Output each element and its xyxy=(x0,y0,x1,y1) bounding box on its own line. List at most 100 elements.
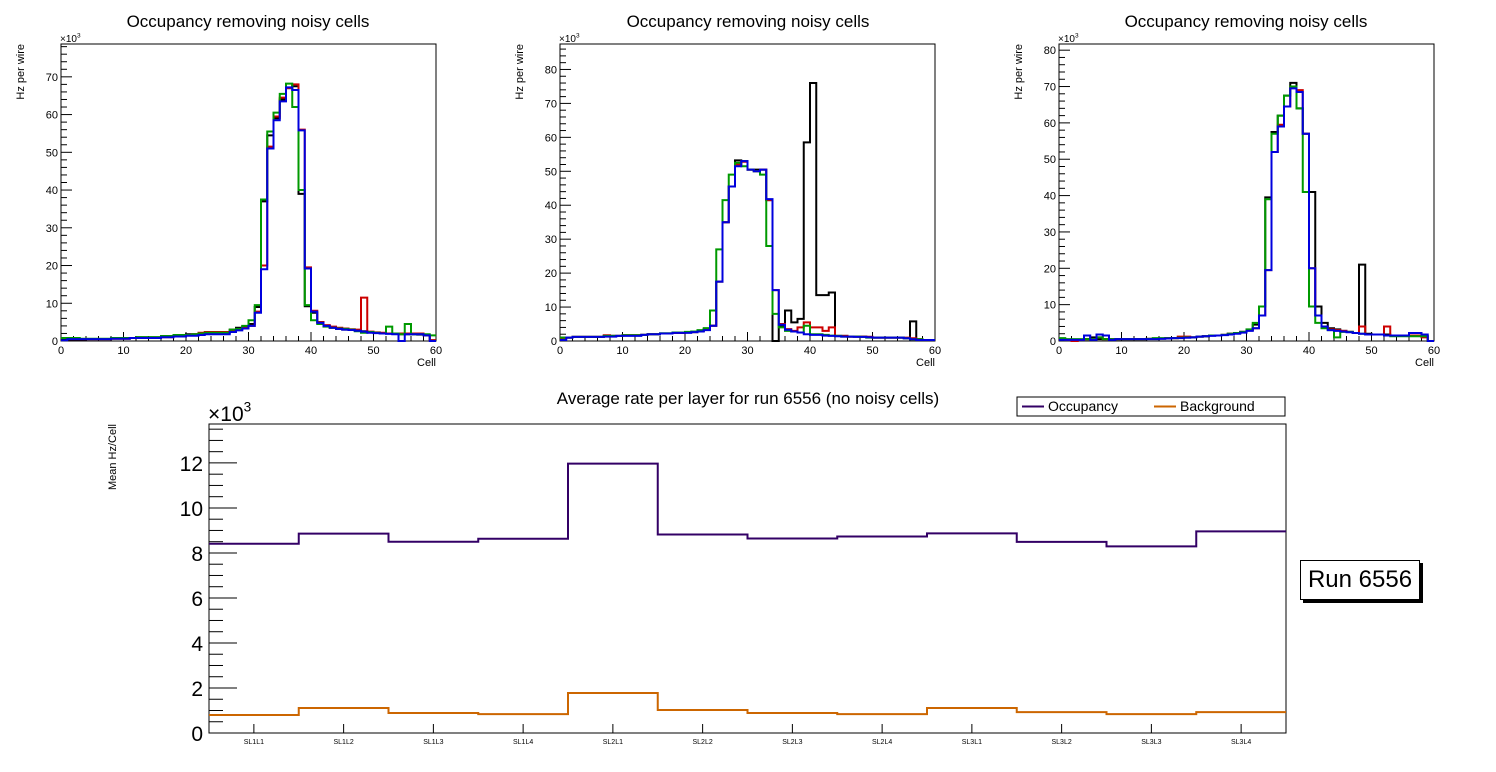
y-multiplier-label: ×103 xyxy=(559,33,580,46)
series-black xyxy=(1059,81,1434,342)
chart-title: Occupancy removing noisy cells xyxy=(627,12,870,31)
x-tick-label: SL3L2 xyxy=(1052,739,1072,746)
y-tick-label: 0 xyxy=(191,723,203,746)
y-multiplier-label: ×103 xyxy=(208,400,251,426)
x-tick-label: SL1L1 xyxy=(244,739,264,746)
y-tick-label: 20 xyxy=(1044,263,1056,275)
x-tick-label: 10 xyxy=(117,345,129,357)
y-tick-label: 60 xyxy=(545,132,557,144)
x-axis-label: Cell xyxy=(916,357,935,369)
series-occupancy xyxy=(209,462,1286,548)
x-tick-label: 30 xyxy=(741,345,753,357)
y-tick-label: 40 xyxy=(46,185,58,197)
x-tick-label: 50 xyxy=(367,345,379,357)
y-tick-label: 30 xyxy=(1044,227,1056,239)
x-tick-label: SL2L3 xyxy=(782,739,802,746)
x-tick-label: 0 xyxy=(58,345,64,357)
chart-title: Occupancy removing noisy cells xyxy=(127,12,370,31)
y-tick-label: 50 xyxy=(1044,154,1056,166)
histogram-chart-2: Occupancy removing noisy cells 0 10 20 30 40 5… xyxy=(514,12,941,369)
y-multiplier-label: ×103 xyxy=(1058,33,1079,46)
y-tick-label: 10 xyxy=(46,298,58,310)
x-tick-label: 20 xyxy=(1178,345,1190,357)
x-tick-label: 40 xyxy=(1303,345,1315,357)
y-tick-label: 20 xyxy=(46,261,58,273)
y-tick-label: 30 xyxy=(545,234,557,246)
series-black xyxy=(560,82,935,342)
legend-box xyxy=(1016,396,1286,417)
x-tick-label: SL3L1 xyxy=(962,739,982,746)
y-tick-label: 2 xyxy=(191,678,203,701)
run-label-box: Run 6556 xyxy=(1300,560,1420,600)
series-blue xyxy=(560,160,935,341)
y-tick-label: 10 xyxy=(180,498,203,521)
x-tick-label: 40 xyxy=(804,345,816,357)
plot-frame xyxy=(1058,43,1435,342)
y-tick-label: 30 xyxy=(46,223,58,235)
y-tick-label: 10 xyxy=(545,302,557,314)
y-multiplier-label: ×103 xyxy=(60,33,81,46)
series-green xyxy=(560,161,935,341)
y-tick-label: 60 xyxy=(46,110,58,122)
run-label: Run 6556 xyxy=(1307,566,1413,593)
y-tick-label: 50 xyxy=(545,166,557,178)
y-tick-label: 80 xyxy=(545,64,557,76)
x-tick-label: 40 xyxy=(305,345,317,357)
x-tick-label: 60 xyxy=(1428,345,1440,357)
y-tick-label: 4 xyxy=(191,633,203,656)
y-tick-label: 12 xyxy=(180,453,203,476)
y-tick-label: 60 xyxy=(1044,118,1056,130)
y-tick-label: 10 xyxy=(1044,300,1056,312)
series-black xyxy=(61,85,436,342)
y-axis-label: Hz per wire xyxy=(1013,44,1025,100)
x-tick-label: 10 xyxy=(1115,345,1127,357)
y-axis-label: Mean Hz/Cell xyxy=(107,424,119,490)
x-axis-label: Cell xyxy=(417,357,436,369)
y-tick-label: 0 xyxy=(551,336,557,348)
y-axis-label: Hz per wire xyxy=(514,44,526,100)
chart-title: Average rate per layer for run 6556 (no … xyxy=(557,389,939,408)
series-red xyxy=(560,160,935,341)
x-tick-label: 10 xyxy=(616,345,628,357)
y-tick-label: 70 xyxy=(545,98,557,110)
series-background xyxy=(209,691,1286,716)
plot-frame xyxy=(559,43,936,342)
x-tick-label: 50 xyxy=(1365,345,1377,357)
x-tick-label: SL3L3 xyxy=(1141,739,1161,746)
x-tick-label: SL2L4 xyxy=(872,739,892,746)
histogram-chart-1: Occupancy removing noisy cells 0 10 20 30 40 5… xyxy=(15,12,442,369)
series-green xyxy=(1059,85,1434,342)
series-blue xyxy=(1059,87,1434,342)
x-axis-label: Cell xyxy=(1415,357,1434,369)
x-tick-label: SL1L3 xyxy=(423,739,443,746)
layer-rate-chart: Average rate per layer for run 6556 (no … xyxy=(107,389,1287,746)
plot-frame xyxy=(60,43,437,342)
y-tick-label: 0 xyxy=(1050,336,1056,348)
x-tick-label: SL3L4 xyxy=(1231,739,1251,746)
x-tick-label: 60 xyxy=(929,345,941,357)
y-tick-label: 80 xyxy=(1044,45,1056,57)
x-tick-label: SL1L4 xyxy=(513,739,533,746)
chart-title: Occupancy removing noisy cells xyxy=(1125,12,1368,31)
y-tick-label: 70 xyxy=(46,72,58,84)
series-green xyxy=(61,82,436,340)
x-tick-label: SL2L1 xyxy=(603,739,623,746)
x-tick-label: 30 xyxy=(1240,345,1252,357)
y-tick-label: 0 xyxy=(52,336,58,348)
x-tick-label: SL2L2 xyxy=(693,739,713,746)
legend-label-background: Background xyxy=(1180,398,1255,414)
x-tick-label: 20 xyxy=(180,345,192,357)
x-tick-label: 30 xyxy=(242,345,254,357)
legend: Occupancy Background xyxy=(1016,396,1286,417)
x-tick-label: 60 xyxy=(430,345,442,357)
plot-frame xyxy=(208,423,1287,734)
series-blue xyxy=(61,86,436,342)
y-tick-label: 70 xyxy=(1044,82,1056,94)
y-tick-label: 8 xyxy=(191,543,203,566)
series-red xyxy=(61,83,436,342)
series-red xyxy=(1059,85,1434,342)
histogram-chart-3: Occupancy removing noisy cells 0 10 20 30 40 5… xyxy=(1013,12,1440,369)
x-tick-label: 0 xyxy=(1056,345,1062,357)
x-tick-label: 50 xyxy=(866,345,878,357)
x-tick-label: 0 xyxy=(557,345,563,357)
